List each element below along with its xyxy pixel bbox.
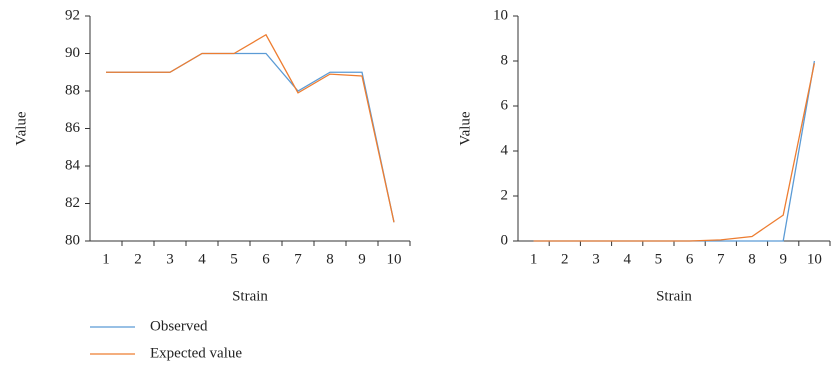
y-axis-label: Value — [457, 111, 473, 145]
x-tick-label: 7 — [294, 251, 302, 267]
y-tick-label: 10 — [493, 7, 508, 23]
x-tick-label: 8 — [326, 251, 334, 267]
x-tick-label: 9 — [358, 251, 366, 267]
y-tick-label: 80 — [65, 232, 80, 248]
x-tick-label: 2 — [561, 251, 569, 267]
x-tick-label: 8 — [748, 251, 756, 267]
y-axis-label: Value — [13, 111, 29, 145]
series-line — [533, 63, 816, 242]
x-tick-label: 5 — [230, 251, 238, 267]
x-tick-label: 6 — [686, 251, 694, 267]
x-tick-label: 4 — [198, 251, 206, 267]
legend-label: Observed — [150, 318, 208, 334]
series-line — [533, 60, 816, 242]
legend-label: Expected value — [150, 345, 242, 361]
y-tick-label: 0 — [501, 232, 509, 248]
x-tick-label: 1 — [102, 251, 110, 267]
x-tick-label: 6 — [262, 251, 270, 267]
y-tick-label: 8 — [501, 52, 509, 68]
x-tick-label: 2 — [134, 251, 142, 267]
x-tick-label: 10 — [387, 251, 402, 267]
x-tick-label: 9 — [779, 251, 787, 267]
x-axis-label: Strain — [656, 288, 692, 304]
x-tick-label: 1 — [530, 251, 538, 267]
y-tick-label: 82 — [65, 195, 80, 211]
y-tick-label: 6 — [501, 97, 509, 113]
series-line — [106, 52, 395, 223]
y-tick-label: 4 — [501, 142, 509, 158]
x-tick-label: 3 — [592, 251, 600, 267]
x-axis-label: Strain — [232, 288, 268, 304]
x-tick-label: 4 — [623, 251, 631, 267]
y-tick-label: 86 — [65, 120, 81, 136]
y-tick-label: 2 — [501, 187, 509, 203]
y-tick-label: 92 — [65, 7, 80, 23]
x-tick-label: 7 — [717, 251, 725, 267]
y-tick-label: 90 — [65, 45, 80, 61]
x-tick-label: 3 — [166, 251, 174, 267]
y-tick-label: 84 — [65, 157, 81, 173]
x-tick-label: 5 — [655, 251, 663, 267]
x-tick-label: 10 — [807, 251, 822, 267]
series-line — [106, 33, 395, 223]
y-tick-label: 88 — [65, 82, 80, 98]
